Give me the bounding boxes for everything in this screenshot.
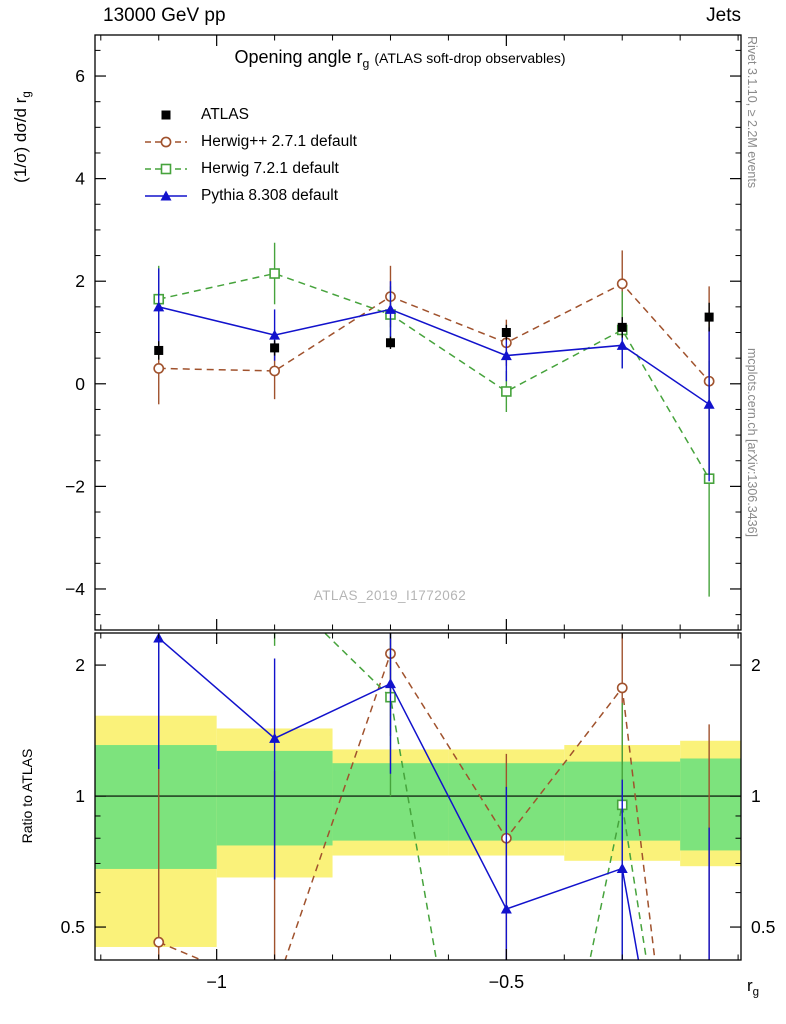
main-y-tick-label: −4 <box>65 579 85 599</box>
legend-item: Herwig++ 2.7.1 default <box>143 128 357 155</box>
ratio-y-tick-label: 2 <box>75 655 85 675</box>
process-label: Jets <box>706 5 741 26</box>
ratio-y-tick-label-right: 1 <box>751 786 761 806</box>
legend-label: Pythia 8.308 default <box>201 186 339 204</box>
main-y-tick-label: 0 <box>75 374 85 394</box>
x-axis-label-text: r <box>747 976 753 995</box>
legend-label: ATLAS <box>201 105 249 123</box>
legend-label: Herwig++ 2.7.1 default <box>201 132 357 150</box>
ratio-y-tick-label-right: 0.5 <box>751 917 775 937</box>
main-y-tick-label: 2 <box>75 271 85 291</box>
ratio-y-tick-label: 0.5 <box>61 917 85 937</box>
main-y-tick-label: 6 <box>75 66 85 86</box>
plot-title-text: Opening angle r <box>234 47 363 67</box>
legend: ATLAS Herwig++ 2.7.1 default Herwig 7.2.1 … <box>143 101 357 209</box>
main-y-tick-label: 4 <box>75 169 85 189</box>
analysis-id-watermark: ATLAS_2019_I1772062 <box>313 588 467 603</box>
plot-title-subscript: g <box>362 56 370 71</box>
circle-open-legend-icon <box>145 136 187 147</box>
ratio-y-axis-label: Ratio to ATLAS <box>19 748 35 844</box>
collision-energy-label: 13000 GeV pp <box>103 5 226 26</box>
ratio-panel-series <box>153 633 710 960</box>
mcplots-reference-note: mcplots.cern.ch [arXiv:1306.3436] <box>745 348 759 537</box>
x-axis-label: rg <box>747 976 759 998</box>
rivet-version-note: Rivet 3.1.10, ≥ 2.2M events <box>745 36 759 189</box>
main-y-axis-label-subscript: g <box>21 91 34 98</box>
main-y-axis-label: (1/σ) dσ/d rg <box>11 91 33 183</box>
main-panel-series <box>153 242 715 597</box>
ratio-y-tick-label-right: 2 <box>751 655 761 675</box>
plot-title-note: (ATLAS soft-drop observables) <box>374 50 566 66</box>
main-y-axis-label-text: (1/σ) dσ/d r <box>10 97 30 183</box>
main-y-tick-label: −2 <box>65 476 85 496</box>
x-tick-label: −1 <box>206 972 227 992</box>
triangle-filled-legend-icon <box>145 190 187 200</box>
square-filled-legend-icon <box>161 110 171 119</box>
plot-title: Opening angle rg (ATLAS soft-drop observ… <box>60 47 740 71</box>
legend-label: Herwig 7.2.1 default <box>201 159 339 177</box>
square-open-legend-icon <box>145 163 187 174</box>
legend-item: Pythia 8.308 default <box>143 182 357 209</box>
x-tick-label: −0.5 <box>489 972 525 992</box>
legend-item: Herwig 7.2.1 default <box>143 155 357 182</box>
legend-item: ATLAS <box>143 101 357 128</box>
x-axis-label-subscript: g <box>752 986 760 999</box>
ratio-uncertainty-bands <box>95 715 741 947</box>
ratio-y-tick-label: 1 <box>75 786 85 806</box>
